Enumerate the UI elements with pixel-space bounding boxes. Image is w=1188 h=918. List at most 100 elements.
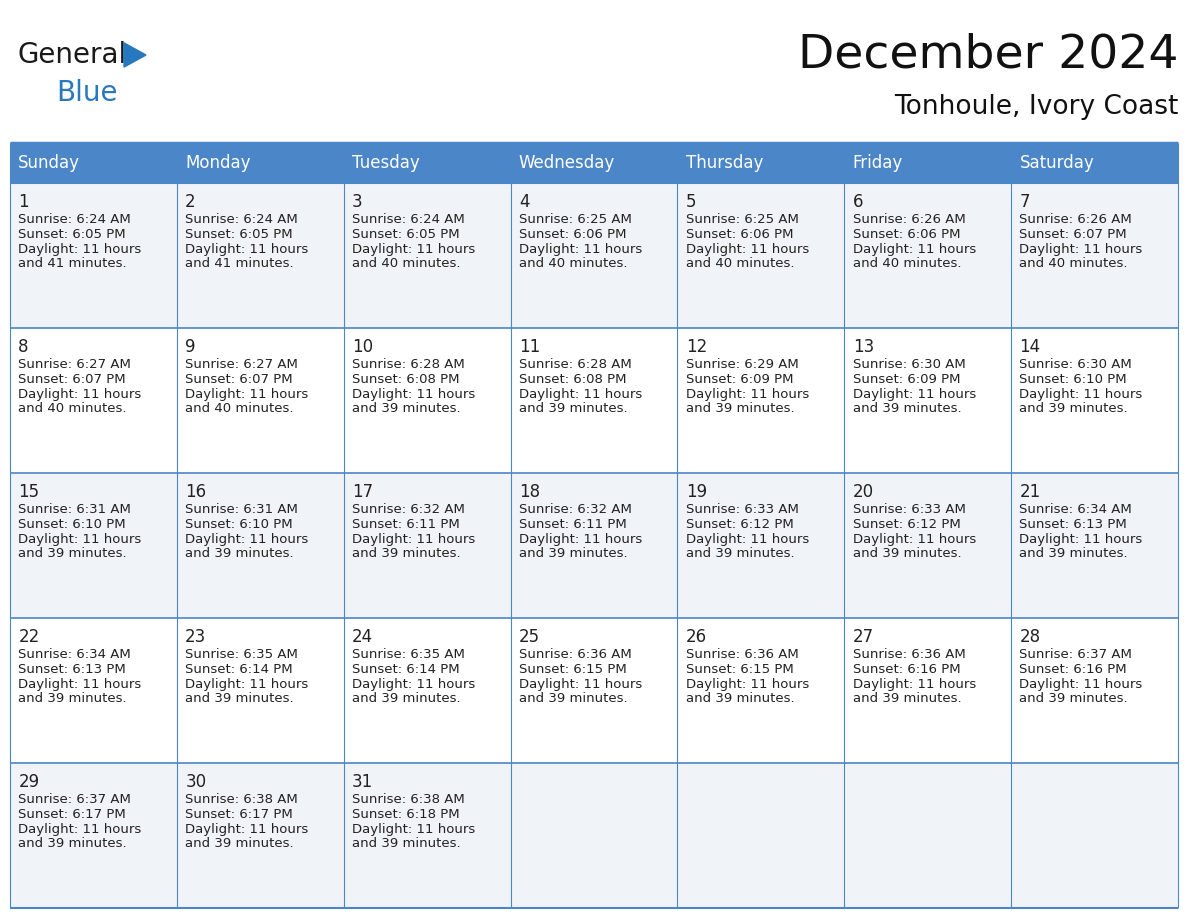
Text: and 39 minutes.: and 39 minutes. — [685, 547, 795, 560]
Text: Blue: Blue — [56, 79, 118, 107]
Text: 30: 30 — [185, 773, 207, 791]
Bar — [10, 763, 1178, 908]
Text: and 40 minutes.: and 40 minutes. — [519, 257, 627, 271]
Text: Sunrise: 6:29 AM: Sunrise: 6:29 AM — [685, 358, 798, 371]
Text: Sunset: 6:10 PM: Sunset: 6:10 PM — [185, 518, 292, 531]
Text: Sunset: 6:07 PM: Sunset: 6:07 PM — [18, 373, 126, 386]
Text: Daylight: 11 hours: Daylight: 11 hours — [352, 532, 475, 545]
Text: Sunset: 6:08 PM: Sunset: 6:08 PM — [352, 373, 460, 386]
Text: and 40 minutes.: and 40 minutes. — [853, 257, 961, 271]
Text: and 39 minutes.: and 39 minutes. — [352, 402, 461, 416]
Text: Sunset: 6:08 PM: Sunset: 6:08 PM — [519, 373, 626, 386]
Text: Sunrise: 6:32 AM: Sunrise: 6:32 AM — [352, 503, 465, 516]
Text: Sunrise: 6:27 AM: Sunrise: 6:27 AM — [18, 358, 131, 371]
Text: and 40 minutes.: and 40 minutes. — [18, 402, 127, 416]
Text: 18: 18 — [519, 483, 541, 501]
Text: 2: 2 — [185, 193, 196, 211]
Text: Daylight: 11 hours: Daylight: 11 hours — [185, 677, 309, 690]
Text: Sunset: 6:07 PM: Sunset: 6:07 PM — [1019, 228, 1127, 241]
Text: 4: 4 — [519, 193, 530, 211]
Text: Daylight: 11 hours: Daylight: 11 hours — [519, 532, 643, 545]
Text: Daylight: 11 hours: Daylight: 11 hours — [685, 242, 809, 255]
Text: and 39 minutes.: and 39 minutes. — [853, 402, 961, 416]
Text: 14: 14 — [1019, 338, 1041, 356]
Text: and 39 minutes.: and 39 minutes. — [1019, 547, 1129, 560]
Text: Daylight: 11 hours: Daylight: 11 hours — [853, 677, 975, 690]
Text: 23: 23 — [185, 628, 207, 646]
Text: Sunrise: 6:30 AM: Sunrise: 6:30 AM — [1019, 358, 1132, 371]
Text: Sunset: 6:17 PM: Sunset: 6:17 PM — [18, 808, 126, 821]
Text: and 39 minutes.: and 39 minutes. — [519, 692, 627, 705]
Bar — [10, 143, 1178, 183]
Text: and 39 minutes.: and 39 minutes. — [519, 547, 627, 560]
Text: 11: 11 — [519, 338, 541, 356]
Text: Daylight: 11 hours: Daylight: 11 hours — [685, 532, 809, 545]
Text: Sunrise: 6:28 AM: Sunrise: 6:28 AM — [519, 358, 632, 371]
Text: Sunrise: 6:31 AM: Sunrise: 6:31 AM — [185, 503, 298, 516]
Text: December 2024: December 2024 — [797, 32, 1178, 77]
Text: Daylight: 11 hours: Daylight: 11 hours — [685, 677, 809, 690]
Text: Daylight: 11 hours: Daylight: 11 hours — [519, 242, 643, 255]
Text: Daylight: 11 hours: Daylight: 11 hours — [18, 532, 141, 545]
Text: Sunrise: 6:32 AM: Sunrise: 6:32 AM — [519, 503, 632, 516]
Text: Sunset: 6:10 PM: Sunset: 6:10 PM — [18, 518, 126, 531]
Bar — [10, 183, 1178, 328]
Text: Sunset: 6:16 PM: Sunset: 6:16 PM — [853, 663, 960, 676]
Text: Daylight: 11 hours: Daylight: 11 hours — [853, 532, 975, 545]
Text: Sunrise: 6:36 AM: Sunrise: 6:36 AM — [519, 648, 632, 661]
Text: Saturday: Saturday — [1019, 154, 1094, 172]
Text: Sunset: 6:09 PM: Sunset: 6:09 PM — [685, 373, 794, 386]
Text: Daylight: 11 hours: Daylight: 11 hours — [18, 387, 141, 400]
Text: Daylight: 11 hours: Daylight: 11 hours — [352, 387, 475, 400]
Text: Sunrise: 6:37 AM: Sunrise: 6:37 AM — [1019, 648, 1132, 661]
Text: and 39 minutes.: and 39 minutes. — [18, 837, 127, 850]
Text: 19: 19 — [685, 483, 707, 501]
Text: Sunset: 6:12 PM: Sunset: 6:12 PM — [685, 518, 794, 531]
Text: 7: 7 — [1019, 193, 1030, 211]
Text: and 39 minutes.: and 39 minutes. — [853, 692, 961, 705]
Text: Daylight: 11 hours: Daylight: 11 hours — [853, 387, 975, 400]
Text: 6: 6 — [853, 193, 864, 211]
Text: Monday: Monday — [185, 154, 251, 172]
Text: Sunset: 6:07 PM: Sunset: 6:07 PM — [185, 373, 292, 386]
Text: Daylight: 11 hours: Daylight: 11 hours — [519, 387, 643, 400]
Text: and 39 minutes.: and 39 minutes. — [685, 402, 795, 416]
Text: Sunset: 6:06 PM: Sunset: 6:06 PM — [685, 228, 794, 241]
Text: Sunrise: 6:36 AM: Sunrise: 6:36 AM — [685, 648, 798, 661]
Text: 15: 15 — [18, 483, 39, 501]
Text: Sunrise: 6:38 AM: Sunrise: 6:38 AM — [352, 793, 465, 806]
Text: Sunrise: 6:24 AM: Sunrise: 6:24 AM — [18, 213, 131, 226]
Text: Sunrise: 6:28 AM: Sunrise: 6:28 AM — [352, 358, 465, 371]
Text: 29: 29 — [18, 773, 39, 791]
Text: Sunrise: 6:24 AM: Sunrise: 6:24 AM — [352, 213, 465, 226]
Text: 21: 21 — [1019, 483, 1041, 501]
Text: and 39 minutes.: and 39 minutes. — [352, 837, 461, 850]
Text: and 39 minutes.: and 39 minutes. — [185, 547, 293, 560]
Text: Sunrise: 6:26 AM: Sunrise: 6:26 AM — [1019, 213, 1132, 226]
Text: and 41 minutes.: and 41 minutes. — [18, 257, 127, 271]
Text: Sunrise: 6:31 AM: Sunrise: 6:31 AM — [18, 503, 131, 516]
Text: Daylight: 11 hours: Daylight: 11 hours — [352, 677, 475, 690]
Text: and 39 minutes.: and 39 minutes. — [185, 692, 293, 705]
Text: and 39 minutes.: and 39 minutes. — [853, 547, 961, 560]
Text: Sunset: 6:11 PM: Sunset: 6:11 PM — [352, 518, 460, 531]
Text: 31: 31 — [352, 773, 373, 791]
Text: and 39 minutes.: and 39 minutes. — [685, 692, 795, 705]
Text: Sunset: 6:06 PM: Sunset: 6:06 PM — [519, 228, 626, 241]
Text: Sunrise: 6:35 AM: Sunrise: 6:35 AM — [185, 648, 298, 661]
Text: Sunset: 6:16 PM: Sunset: 6:16 PM — [1019, 663, 1127, 676]
Text: Daylight: 11 hours: Daylight: 11 hours — [1019, 532, 1143, 545]
Text: 1: 1 — [18, 193, 29, 211]
Bar — [10, 618, 1178, 763]
Text: 26: 26 — [685, 628, 707, 646]
Text: Sunrise: 6:27 AM: Sunrise: 6:27 AM — [185, 358, 298, 371]
Text: Sunset: 6:14 PM: Sunset: 6:14 PM — [185, 663, 292, 676]
Text: and 39 minutes.: and 39 minutes. — [519, 402, 627, 416]
Bar — [10, 473, 1178, 618]
Text: Daylight: 11 hours: Daylight: 11 hours — [18, 823, 141, 835]
Text: Sunrise: 6:24 AM: Sunrise: 6:24 AM — [185, 213, 298, 226]
Text: and 40 minutes.: and 40 minutes. — [1019, 257, 1127, 271]
Text: Sunrise: 6:33 AM: Sunrise: 6:33 AM — [853, 503, 966, 516]
Text: General: General — [18, 41, 127, 69]
Text: Daylight: 11 hours: Daylight: 11 hours — [1019, 242, 1143, 255]
